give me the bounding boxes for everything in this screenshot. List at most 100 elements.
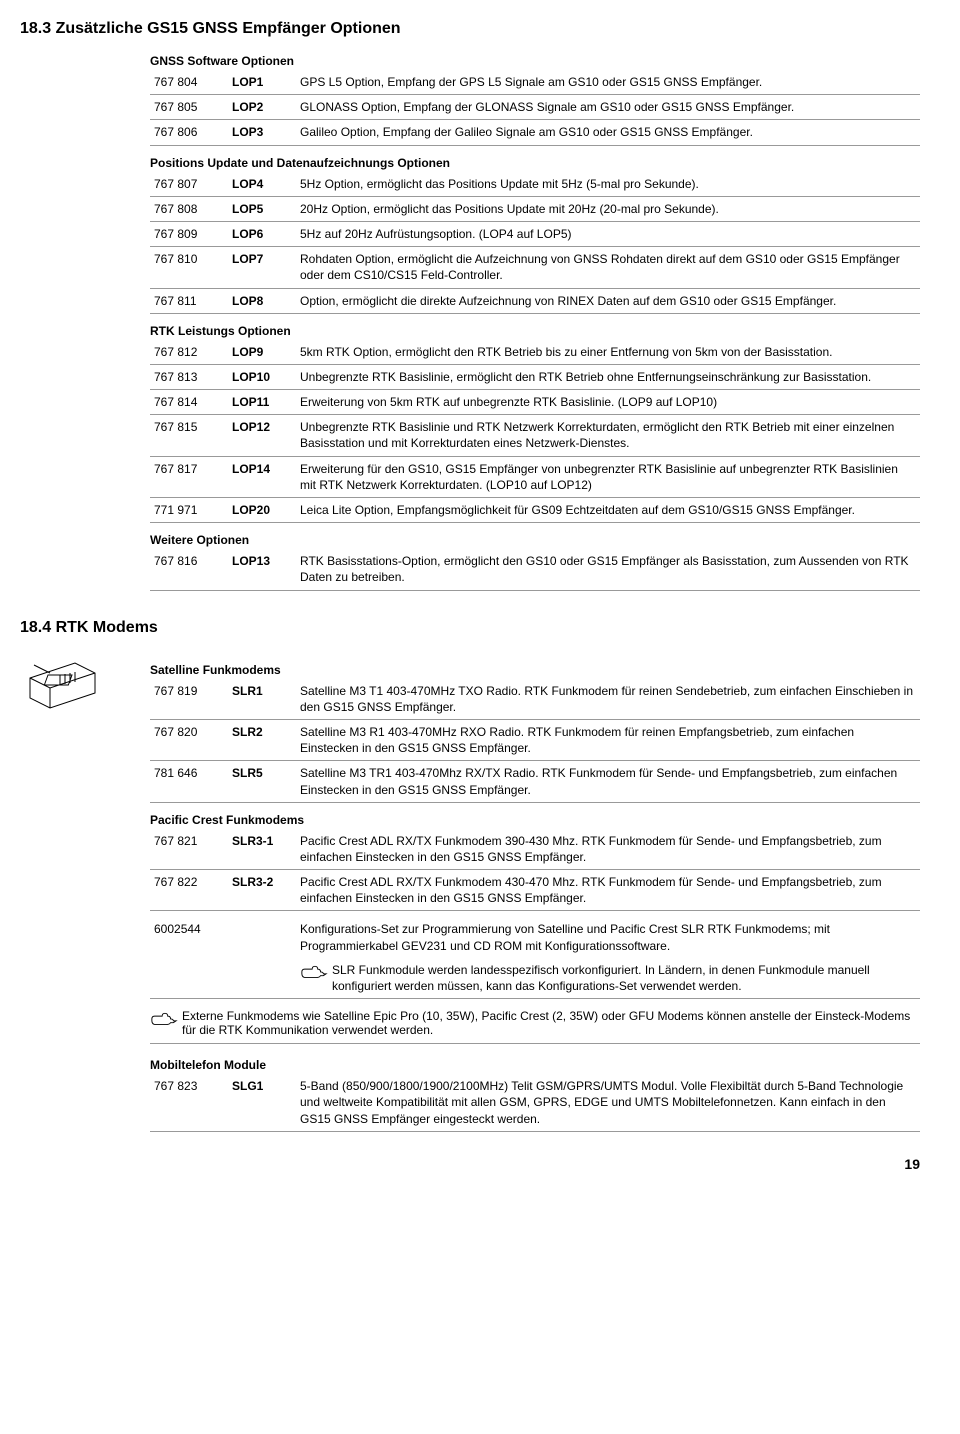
table-row: 767 816LOP13RTK Basisstations-Option, er… xyxy=(150,549,920,590)
row-desc: RTK Basisstations-Option, ermöglicht den… xyxy=(296,549,920,590)
device-icon-col xyxy=(20,653,140,716)
row-code: SLR1 xyxy=(228,679,296,720)
hand-pointer-icon xyxy=(150,1009,178,1027)
row-desc: 20Hz Option, ermöglicht das Positions Up… xyxy=(296,196,920,221)
row-id: 767 821 xyxy=(150,829,228,870)
row-desc: 5km RTK Option, ermöglicht den RTK Betri… xyxy=(296,340,920,365)
weitere-title: Weitere Optionen xyxy=(150,533,920,547)
row-id: 767 813 xyxy=(150,364,228,389)
row-desc: Galileo Option, Empfang der Galileo Sign… xyxy=(296,120,920,145)
row-desc: Satelline M3 TR1 403-470Mhz RX/TX Radio.… xyxy=(296,761,920,802)
row-desc: Unbegrenzte RTK Basislinie und RTK Netzw… xyxy=(296,415,920,456)
table-row: 767 820SLR2Satelline M3 R1 403-470MHz RX… xyxy=(150,719,920,760)
table-row: 767 813LOP10Unbegrenzte RTK Basislinie, … xyxy=(150,364,920,389)
config-code xyxy=(228,917,296,998)
row-desc: GPS L5 Option, Empfang der GPS L5 Signal… xyxy=(296,70,920,95)
row-id: 767 823 xyxy=(150,1074,228,1131)
positions-table: 767 807LOP45Hz Option, ermöglicht das Po… xyxy=(150,172,920,314)
row-desc: Satelline M3 T1 403-470MHz TXO Radio. RT… xyxy=(296,679,920,720)
row-desc: Erweiterung für den GS10, GS15 Empfänger… xyxy=(296,456,920,497)
table-row: 767 810LOP7Rohdaten Option, ermöglicht d… xyxy=(150,247,920,288)
config-table: 6002544 Konfigurations-Set zur Programmi… xyxy=(150,917,920,999)
rtk-table: 767 812LOP95km RTK Option, ermöglicht de… xyxy=(150,340,920,524)
row-code: LOP9 xyxy=(228,340,296,365)
row-id: 767 816 xyxy=(150,549,228,590)
row-code: LOP6 xyxy=(228,221,296,246)
row-desc: Leica Lite Option, Empfangsmöglichkeit f… xyxy=(296,498,920,523)
row-desc: 5-Band (850/900/1800/1900/2100MHz) Telit… xyxy=(296,1074,920,1131)
section2-content: Satelline Funkmodems 767 819SLR1Satellin… xyxy=(150,653,920,1132)
table-row: 767 814LOP11Erweiterung von 5km RTK auf … xyxy=(150,390,920,415)
row-desc: 5Hz Option, ermöglicht das Positions Upd… xyxy=(296,172,920,197)
table-row: 767 812LOP95km RTK Option, ermöglicht de… xyxy=(150,340,920,365)
row-code: LOP3 xyxy=(228,120,296,145)
row-id: 767 811 xyxy=(150,288,228,313)
row-id: 767 806 xyxy=(150,120,228,145)
table-row: 767 809LOP65Hz auf 20Hz Aufrüstungsoptio… xyxy=(150,221,920,246)
row-desc: 5Hz auf 20Hz Aufrüstungsoption. (LOP4 au… xyxy=(296,221,920,246)
row-code: LOP5 xyxy=(228,196,296,221)
row-code: LOP7 xyxy=(228,247,296,288)
row-id: 767 815 xyxy=(150,415,228,456)
table-row: 767 819SLR1Satelline M3 T1 403-470MHz TX… xyxy=(150,679,920,720)
rtk-title: RTK Leistungs Optionen xyxy=(150,324,920,338)
pacific-title: Pacific Crest Funkmodems xyxy=(150,813,920,827)
row-id: 767 819 xyxy=(150,679,228,720)
table-row: 767 806LOP3Galileo Option, Empfang der G… xyxy=(150,120,920,145)
row-code: SLR3-2 xyxy=(228,870,296,911)
row-code: SLR3-1 xyxy=(228,829,296,870)
weitere-table: 767 816LOP13RTK Basisstations-Option, er… xyxy=(150,549,920,590)
row-id: 767 817 xyxy=(150,456,228,497)
mobil-title: Mobiltelefon Module xyxy=(150,1058,920,1072)
row-code: LOP12 xyxy=(228,415,296,456)
hand-pointer-icon xyxy=(300,962,328,980)
section-title-1: 18.3 Zusätzliche GS15 GNSS Empfänger Opt… xyxy=(20,20,920,38)
config-desc-cell: Konfigurations-Set zur Programmierung vo… xyxy=(296,917,920,998)
row-desc: Satelline M3 R1 403-470MHz RXO Radio. RT… xyxy=(296,719,920,760)
row-id: 781 646 xyxy=(150,761,228,802)
page-number: 19 xyxy=(20,1156,920,1172)
row-id: 767 814 xyxy=(150,390,228,415)
row-code: LOP20 xyxy=(228,498,296,523)
config-note: SLR Funkmodule werden landesspezifisch v… xyxy=(332,962,916,994)
table-row: 767 808LOP520Hz Option, ermöglicht das P… xyxy=(150,196,920,221)
row-code: SLR5 xyxy=(228,761,296,802)
row-desc: GLONASS Option, Empfang der GLONASS Sign… xyxy=(296,95,920,120)
row-id: 767 805 xyxy=(150,95,228,120)
row-desc: Rohdaten Option, ermöglicht die Aufzeich… xyxy=(296,247,920,288)
row-id: 767 809 xyxy=(150,221,228,246)
config-id: 6002544 xyxy=(150,917,228,998)
row-desc: Erweiterung von 5km RTK auf unbegrenzte … xyxy=(296,390,920,415)
row-code: LOP2 xyxy=(228,95,296,120)
row-code: SLR2 xyxy=(228,719,296,760)
row-desc: Option, ermöglicht die direkte Aufzeichn… xyxy=(296,288,920,313)
row-desc: Pacific Crest ADL RX/TX Funkmodem 430-47… xyxy=(296,870,920,911)
row-id: 767 808 xyxy=(150,196,228,221)
row-id: 767 822 xyxy=(150,870,228,911)
row-id: 767 807 xyxy=(150,172,228,197)
row-code: LOP11 xyxy=(228,390,296,415)
row-code: LOP13 xyxy=(228,549,296,590)
satelline-title: Satelline Funkmodems xyxy=(150,663,920,677)
satelline-table: 767 819SLR1Satelline M3 T1 403-470MHz TX… xyxy=(150,679,920,803)
table-row: 767 817LOP14Erweiterung für den GS10, GS… xyxy=(150,456,920,497)
mobil-table: 767 823SLG15-Band (850/900/1800/1900/210… xyxy=(150,1074,920,1132)
table-row: 767 811LOP8Option, ermöglicht die direkt… xyxy=(150,288,920,313)
table-row: 767 807LOP45Hz Option, ermöglicht das Po… xyxy=(150,172,920,197)
row-id: 767 804 xyxy=(150,70,228,95)
section-title-2: 18.4 RTK Modems xyxy=(20,619,920,637)
table-row: 767 823SLG15-Band (850/900/1800/1900/210… xyxy=(150,1074,920,1131)
row-id: 771 971 xyxy=(150,498,228,523)
row-code: LOP10 xyxy=(228,364,296,389)
row-code: LOP8 xyxy=(228,288,296,313)
section1-content: GNSS Software Optionen 767 804LOP1GPS L5… xyxy=(150,54,920,591)
table-row: 771 971LOP20Leica Lite Option, Empfangsm… xyxy=(150,498,920,523)
row-id: 767 810 xyxy=(150,247,228,288)
table-row: 767 804LOP1GPS L5 Option, Empfang der GP… xyxy=(150,70,920,95)
modem-device-icon xyxy=(20,653,110,713)
table-row: 767 815LOP12Unbegrenzte RTK Basislinie u… xyxy=(150,415,920,456)
table-row: 767 821SLR3-1Pacific Crest ADL RX/TX Fun… xyxy=(150,829,920,870)
table-row: 781 646SLR5Satelline M3 TR1 403-470Mhz R… xyxy=(150,761,920,802)
table-row: 767 805LOP2GLONASS Option, Empfang der G… xyxy=(150,95,920,120)
config-desc: Konfigurations-Set zur Programmierung vo… xyxy=(300,921,916,953)
